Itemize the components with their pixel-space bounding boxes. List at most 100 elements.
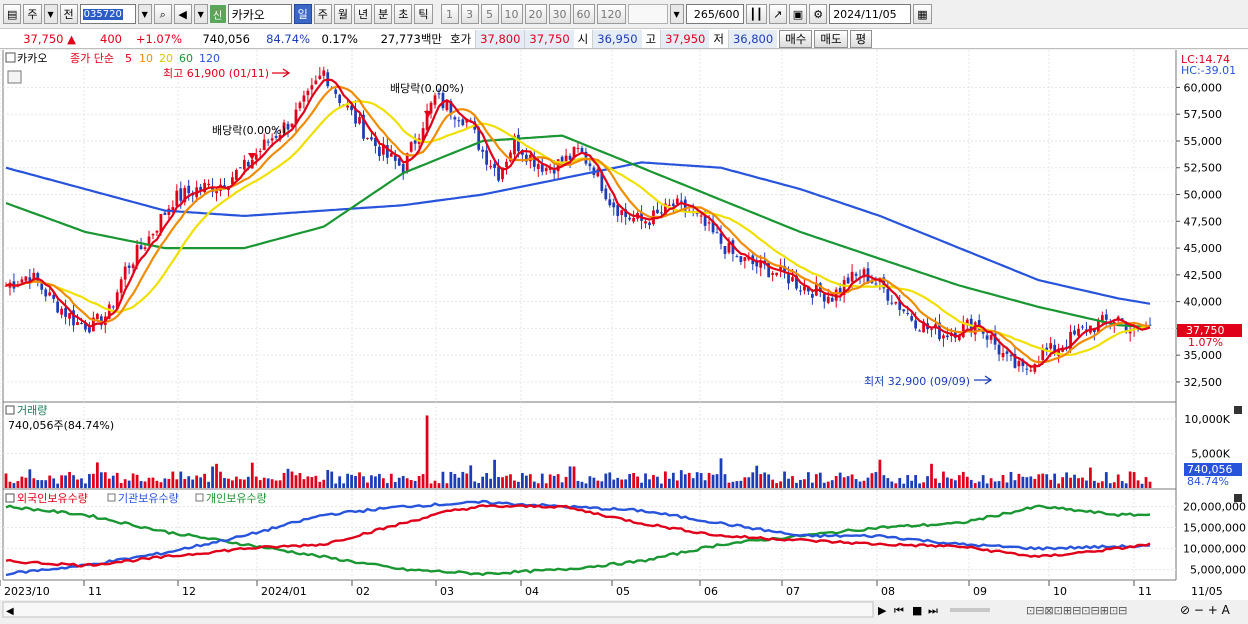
custom-interval-select[interactable] <box>627 4 668 24</box>
volume-bar <box>1136 480 1140 488</box>
candle-body <box>155 230 159 233</box>
speaker-icon[interactable]: ◀ <box>173 4 192 24</box>
stock-code-input[interactable]: 035720 <box>79 4 136 24</box>
candle-body <box>266 141 270 143</box>
interval-second[interactable]: 초 <box>394 4 413 24</box>
eval-button[interactable]: 평 <box>849 29 873 48</box>
horizontal-scrollbar[interactable] <box>2 601 874 618</box>
zoom-slider[interactable] <box>950 608 990 612</box>
volume-bar <box>16 481 20 488</box>
stock-chart-svg[interactable]: 카카오 종가 단순 5 10 20 60 120 LC:14.74 HC:-39… <box>0 50 1248 621</box>
volume-bar <box>282 472 286 488</box>
volume-bar <box>151 477 155 488</box>
candle-type-icon[interactable]: ┃┃ <box>745 4 767 24</box>
scroll-right-icon[interactable]: ▶ <box>878 604 887 617</box>
volume-bar <box>191 479 195 488</box>
stock-name-field[interactable]: 카카오 <box>227 4 292 24</box>
custom-interval-dropdown-icon[interactable]: ▼ <box>669 4 684 24</box>
volume-bar <box>24 477 28 488</box>
holding-panel-menu-icon[interactable] <box>5 493 15 503</box>
multiplier-3[interactable]: 3 <box>460 4 479 24</box>
volume-bar <box>223 478 226 488</box>
volume-bar <box>874 472 878 488</box>
price-tick-label: 42,500 <box>1184 269 1223 282</box>
buy-button[interactable]: 매수 <box>779 29 813 48</box>
volume-bar <box>342 483 346 488</box>
volume-bar <box>652 474 655 488</box>
interval-day[interactable]: 일 <box>293 4 312 24</box>
chart-area[interactable]: 카카오 종가 단순 5 10 20 60 120 LC:14.74 HC:-39… <box>0 50 1248 621</box>
multiplier-30[interactable]: 30 <box>548 4 571 24</box>
chart-window-icon[interactable]: ▤ <box>3 4 22 24</box>
volume-bar <box>501 477 504 488</box>
candle-body <box>1045 347 1049 351</box>
candle-body <box>282 122 286 134</box>
candle-body <box>906 313 910 315</box>
volume-tick-label: 10,000K <box>1184 413 1230 426</box>
volume-bar <box>374 476 377 488</box>
zoom-controls-icon[interactable]: ⊘ − + A <box>1180 603 1231 617</box>
volume-bar <box>473 481 477 488</box>
volume-bar <box>521 473 524 488</box>
interval-tick[interactable]: 틱 <box>414 4 433 24</box>
volume-bar <box>918 483 921 488</box>
candle-body <box>346 105 349 108</box>
calendar-icon[interactable]: ▦ <box>913 4 932 24</box>
multiplier-10[interactable]: 10 <box>500 4 523 24</box>
save-icon[interactable]: ▣ <box>788 4 808 24</box>
volume-bar <box>95 462 99 488</box>
volume-bar <box>1029 476 1033 488</box>
interval-year[interactable]: 년 <box>354 4 373 24</box>
period-select[interactable]: 주 <box>23 4 42 24</box>
volume-bar <box>664 471 667 488</box>
panel-menu-icon[interactable] <box>5 52 16 63</box>
volume-bar <box>1093 480 1096 488</box>
candle-body <box>338 94 342 104</box>
scroll-left-icon[interactable]: ◀ <box>6 606 14 617</box>
period-dropdown-icon[interactable]: ▼ <box>43 4 58 24</box>
high-price: 37,950 <box>660 29 710 48</box>
multiplier-20[interactable]: 20 <box>524 4 547 24</box>
volume-bar <box>628 474 632 488</box>
volume-panel-info: 740,056주(84.74%) <box>8 419 114 432</box>
interval-week[interactable]: 주 <box>313 4 332 24</box>
volume-panel-menu-icon[interactable] <box>5 405 15 415</box>
multiplier-60[interactable]: 60 <box>572 4 595 24</box>
volume-bar <box>88 474 91 488</box>
volume-panel-close-icon[interactable] <box>1234 406 1242 414</box>
volume-bar <box>866 477 870 488</box>
candle-body <box>409 142 413 152</box>
volume-bar <box>159 482 163 488</box>
interval-month[interactable]: 월 <box>333 4 353 24</box>
rewind-icon[interactable]: ⏮ <box>894 604 904 617</box>
multiplier-5[interactable]: 5 <box>480 4 499 24</box>
layout-icons[interactable]: ⊡⊟⊠⊡⊞⊟⊡⊟⊞⊡⊟ <box>1026 604 1127 617</box>
search-icon[interactable]: ⌕ <box>153 4 172 24</box>
volume-bar <box>485 473 489 488</box>
multiplier-1[interactable]: 1 <box>440 4 459 24</box>
prev-button[interactable]: 전 <box>59 4 78 24</box>
multiplier-120[interactable]: 120 <box>596 4 626 24</box>
volume-bar <box>258 480 262 488</box>
sell-button[interactable]: 매도 <box>814 29 848 48</box>
candle-body <box>207 183 210 186</box>
stop-icon[interactable]: ■ <box>912 604 922 617</box>
code-dropdown-icon[interactable]: ▼ <box>137 4 152 24</box>
volume-bar <box>401 475 405 488</box>
holding-panel-close-icon[interactable] <box>1234 494 1242 502</box>
volume-bar <box>413 480 417 488</box>
x-tick-label: 05 <box>616 585 630 598</box>
interval-minute[interactable]: 분 <box>374 4 393 24</box>
speaker-dropdown-icon[interactable]: ▼ <box>193 4 208 24</box>
bar-count-input[interactable]: 265/600 <box>685 4 744 24</box>
candle-body <box>477 127 481 150</box>
fast-forward-icon[interactable]: ⏭ <box>928 604 938 617</box>
candle-body <box>405 153 409 172</box>
draw-tool-icon[interactable]: ↗ <box>768 4 787 24</box>
gear-icon[interactable]: ⚙ <box>809 4 828 24</box>
table-view-icon[interactable] <box>7 70 22 84</box>
candle-body <box>179 188 183 201</box>
candle-body <box>318 75 322 79</box>
candle-body <box>965 319 969 326</box>
date-input[interactable]: 2024/11/05 <box>829 4 912 24</box>
